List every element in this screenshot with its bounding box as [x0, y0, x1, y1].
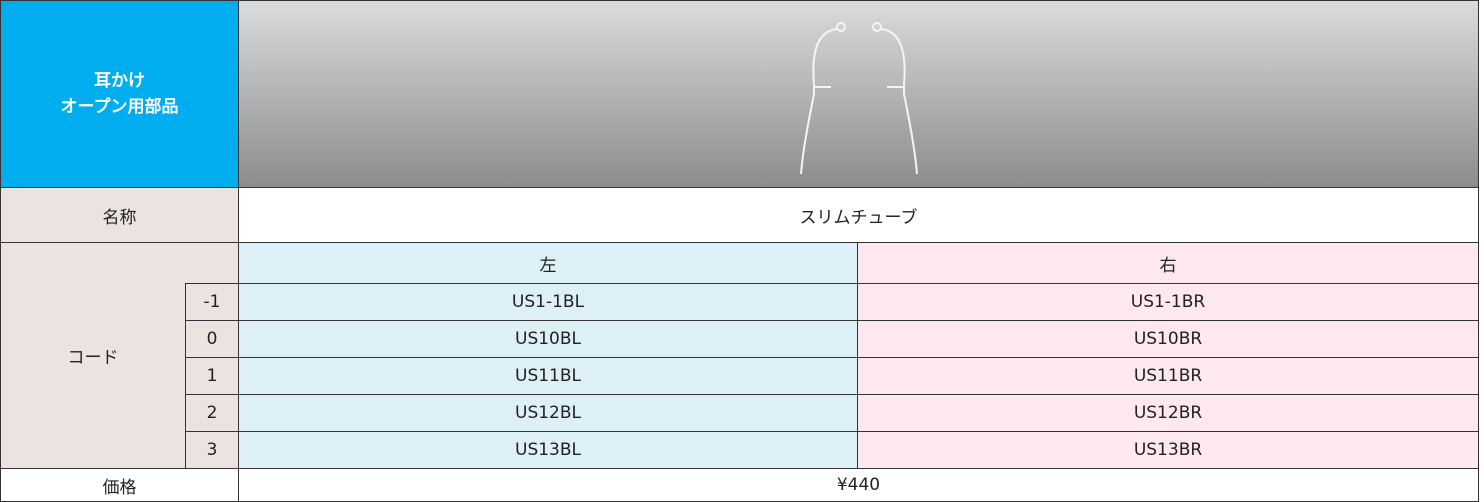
- left-code: US1-1BL: [238, 283, 858, 321]
- size-cell: 1: [185, 357, 239, 395]
- slim-tube-illustration: [799, 22, 918, 175]
- right-code: US10BR: [857, 320, 1479, 358]
- right-code: US11BR: [857, 357, 1479, 395]
- code-label: コード: [0, 242, 239, 469]
- name-value: スリムチューブ: [238, 187, 1479, 243]
- product-image: [238, 0, 1479, 188]
- price-label: 価格: [0, 468, 239, 502]
- size-cell: 0: [185, 320, 239, 358]
- left-header: 左: [238, 242, 858, 284]
- right-code: US1-1BR: [857, 283, 1479, 321]
- left-code: US12BL: [238, 394, 858, 432]
- right-header: 右: [857, 242, 1479, 284]
- header-title-line: オープン用部品: [60, 97, 179, 117]
- size-cell: 3: [185, 431, 239, 469]
- size-cell: -1: [185, 283, 239, 321]
- code-label-text: コード: [67, 348, 119, 368]
- size-cell: 2: [185, 394, 239, 432]
- name-label: 名称: [0, 187, 239, 243]
- header-title-line: 耳かけ: [94, 71, 145, 91]
- price-value: ¥440: [238, 468, 1479, 502]
- header-label: 耳かけ オープン用部品: [0, 0, 239, 188]
- right-code: US13BR: [857, 431, 1479, 469]
- right-code: US12BR: [857, 394, 1479, 432]
- left-code: US10BL: [238, 320, 858, 358]
- left-code: US11BL: [238, 357, 858, 395]
- left-code: US13BL: [238, 431, 858, 469]
